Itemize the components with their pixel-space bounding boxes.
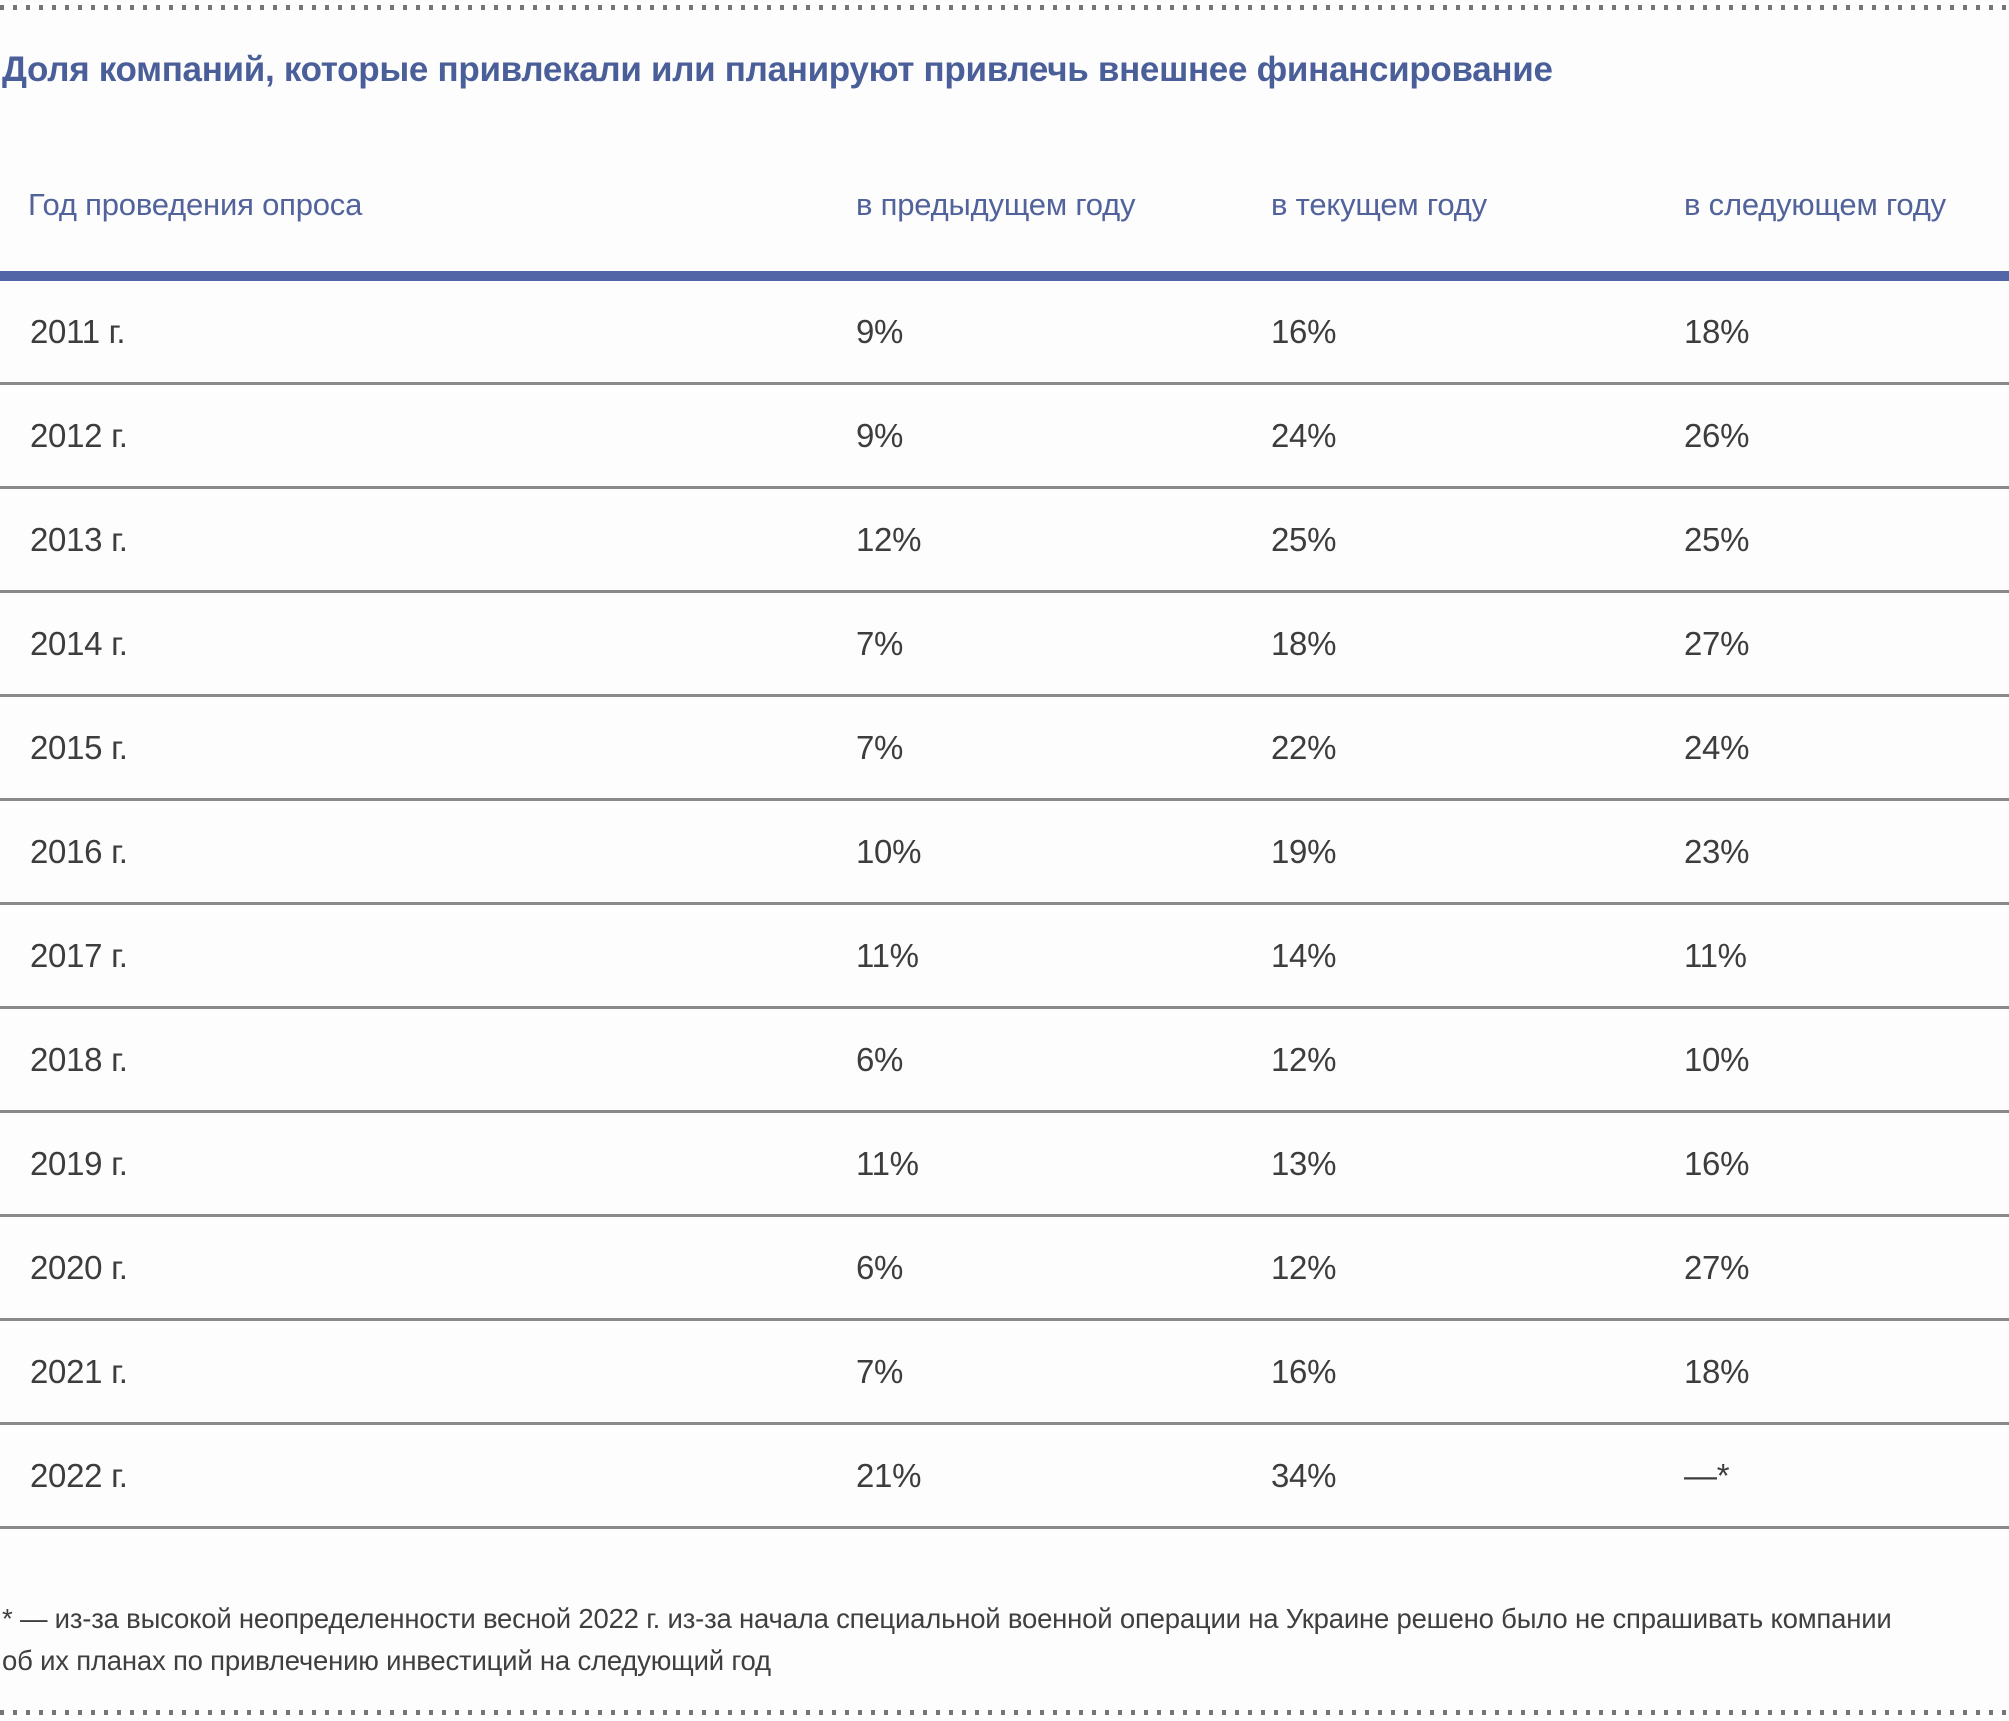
next-year-value: 25% bbox=[1684, 520, 1750, 558]
prev-year-value: 12% bbox=[856, 520, 922, 558]
footnote-line-1: * — из-за высокой неопределенности весно… bbox=[2, 1603, 1892, 1634]
curr-year-value: 13% bbox=[1271, 1144, 1337, 1182]
prev-year-value: 21% bbox=[856, 1456, 922, 1494]
year-cell: 2020 г. bbox=[30, 1248, 128, 1286]
table-row: 2020 г. 6% 12% 27% bbox=[0, 1217, 2009, 1321]
year-cell: 2015 г. bbox=[30, 728, 128, 766]
table-body: 2011 г. 9% 16% 18% 2012 г. 9% 24% 26% 20… bbox=[0, 281, 2009, 1529]
curr-year-value: 16% bbox=[1271, 312, 1337, 350]
prev-year-value: 7% bbox=[856, 624, 904, 662]
next-year-value: 27% bbox=[1684, 624, 1750, 662]
bottom-dotted-divider bbox=[0, 1710, 2009, 1715]
year-cell: 2018 г. bbox=[30, 1040, 128, 1078]
table-row: 2022 г. 21% 34% —* bbox=[0, 1425, 2009, 1529]
header-separator-rule bbox=[0, 271, 2009, 281]
table-row: 2013 г. 12% 25% 25% bbox=[0, 489, 2009, 593]
curr-year-value: 18% bbox=[1271, 624, 1337, 662]
column-header-current-year: в текущем году bbox=[1271, 187, 1487, 222]
top-dotted-divider bbox=[0, 5, 2009, 10]
next-year-value: 27% bbox=[1684, 1248, 1750, 1286]
prev-year-value: 11% bbox=[856, 936, 919, 974]
year-cell: 2014 г. bbox=[30, 624, 128, 662]
curr-year-value: 22% bbox=[1271, 728, 1337, 766]
year-cell: 2021 г. bbox=[30, 1352, 128, 1390]
curr-year-value: 12% bbox=[1271, 1248, 1337, 1286]
year-cell: 2019 г. bbox=[30, 1144, 128, 1182]
curr-year-value: 24% bbox=[1271, 416, 1337, 454]
table-row: 2018 г. 6% 12% 10% bbox=[0, 1009, 2009, 1113]
table-row: 2021 г. 7% 16% 18% bbox=[0, 1321, 2009, 1425]
curr-year-value: 16% bbox=[1271, 1352, 1337, 1390]
column-header-previous-year: в предыдущем году bbox=[856, 187, 1136, 222]
next-year-value: 16% bbox=[1684, 1144, 1750, 1182]
next-year-value: —* bbox=[1684, 1456, 1730, 1494]
prev-year-value: 6% bbox=[856, 1248, 904, 1286]
next-year-value: 18% bbox=[1684, 1352, 1750, 1390]
table-row: 2019 г. 11% 13% 16% bbox=[0, 1113, 2009, 1217]
curr-year-value: 25% bbox=[1271, 520, 1337, 558]
next-year-value: 11% bbox=[1684, 936, 1747, 974]
footnote-line-2: об их планах по привлечению инвестиций н… bbox=[2, 1645, 771, 1676]
next-year-value: 18% bbox=[1684, 312, 1750, 350]
table-header-row: Год проведения опроса в предыдущем году … bbox=[0, 181, 2009, 229]
column-header-survey-year: Год проведения опроса bbox=[28, 187, 363, 222]
prev-year-value: 9% bbox=[856, 416, 904, 454]
table-row: 2016 г. 10% 19% 23% bbox=[0, 801, 2009, 905]
prev-year-value: 11% bbox=[856, 1144, 919, 1182]
column-header-next-year: в следующем году bbox=[1684, 187, 1946, 222]
year-cell: 2012 г. bbox=[30, 416, 128, 454]
year-cell: 2013 г. bbox=[30, 520, 128, 558]
footnote: * — из-за высокой неопределенности весно… bbox=[2, 1598, 1977, 1682]
next-year-value: 10% bbox=[1684, 1040, 1750, 1078]
table-title: Доля компаний, которые привлекали или пл… bbox=[2, 50, 1553, 89]
table-row: 2011 г. 9% 16% 18% bbox=[0, 281, 2009, 385]
curr-year-value: 12% bbox=[1271, 1040, 1337, 1078]
year-cell: 2022 г. bbox=[30, 1456, 128, 1494]
table-row: 2017 г. 11% 14% 11% bbox=[0, 905, 2009, 1009]
year-cell: 2017 г. bbox=[30, 936, 128, 974]
table-row: 2012 г. 9% 24% 26% bbox=[0, 385, 2009, 489]
curr-year-value: 19% bbox=[1271, 832, 1337, 870]
table-row: 2014 г. 7% 18% 27% bbox=[0, 593, 2009, 697]
prev-year-value: 7% bbox=[856, 728, 904, 766]
prev-year-value: 7% bbox=[856, 1352, 904, 1390]
next-year-value: 23% bbox=[1684, 832, 1750, 870]
next-year-value: 24% bbox=[1684, 728, 1750, 766]
curr-year-value: 14% bbox=[1271, 936, 1337, 974]
prev-year-value: 6% bbox=[856, 1040, 904, 1078]
curr-year-value: 34% bbox=[1271, 1456, 1337, 1494]
prev-year-value: 10% bbox=[856, 832, 922, 870]
next-year-value: 26% bbox=[1684, 416, 1750, 454]
table-row: 2015 г. 7% 22% 24% bbox=[0, 697, 2009, 801]
year-cell: 2016 г. bbox=[30, 832, 128, 870]
year-cell: 2011 г. bbox=[30, 312, 126, 350]
prev-year-value: 9% bbox=[856, 312, 904, 350]
